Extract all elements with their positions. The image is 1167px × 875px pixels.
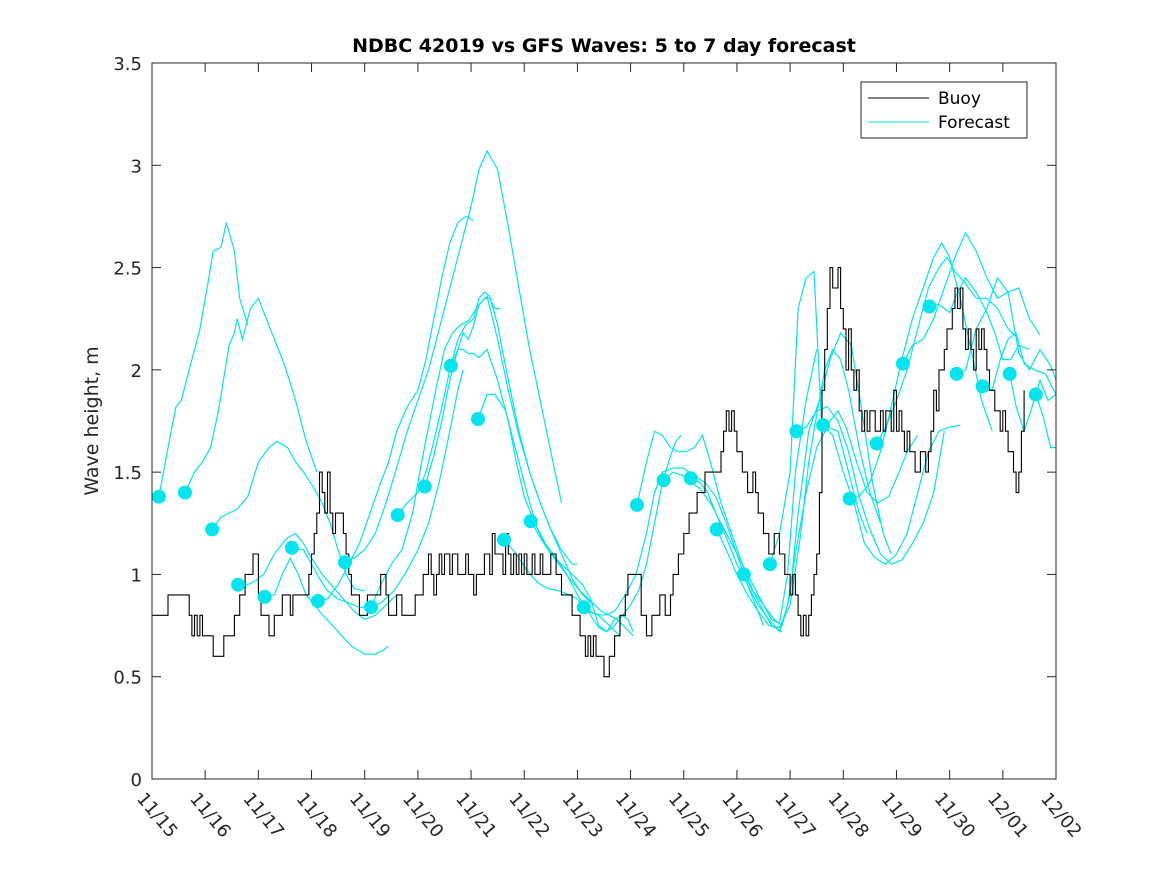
- buoy-line-group: [152, 267, 1025, 678]
- plot-area-frame: [151, 62, 1057, 780]
- forecast-marker: [364, 600, 379, 615]
- forecast-line: [769, 270, 919, 565]
- forecast-marker: [789, 424, 804, 439]
- forecast-marker: [257, 589, 272, 604]
- forecast-marker: [630, 497, 644, 512]
- x-tick-label: 11/29: [877, 789, 926, 842]
- x-tick-label: 11/17: [239, 789, 288, 842]
- x-tick-label: 11/26: [717, 789, 766, 842]
- forecast-marker: [975, 379, 990, 394]
- forecast-line: [238, 532, 398, 621]
- y-tick-label: 0.5: [113, 668, 142, 689]
- forecast-line: [690, 426, 868, 633]
- forecast-line: [211, 440, 365, 592]
- forecast-line: [344, 149, 563, 563]
- y-tick-label: 1.5: [113, 463, 142, 484]
- forecast-line: [477, 393, 634, 637]
- y-tick-label: 1: [131, 565, 142, 586]
- forecast-marker: [922, 299, 937, 314]
- legend: Buoy Forecast: [860, 81, 1028, 139]
- forecast-line: [796, 405, 945, 565]
- x-tick-label: 11/23: [558, 789, 607, 842]
- forecast-line: [822, 424, 961, 565]
- forecast-marker: [736, 567, 751, 582]
- forecast-line: [849, 241, 993, 500]
- forecast-marker: [338, 555, 352, 570]
- x-axis: 11/15 11/16 11/17 11/18 11/19 11/20 11/21 11/22…: [132, 63, 1086, 842]
- forecast-line: [716, 348, 882, 629]
- forecast-line: [158, 222, 249, 497]
- forecast-line: [264, 556, 389, 655]
- forecast-marker: [497, 532, 511, 547]
- x-tick-label: 11/19: [345, 789, 394, 842]
- x-tick-label: 11/24: [611, 789, 660, 842]
- forecast-markers: [152, 299, 1043, 615]
- forecast-marker: [231, 577, 246, 592]
- forecast-marker: [178, 485, 192, 500]
- y-tick-label: 2: [131, 361, 142, 382]
- forecast-marker: [869, 436, 884, 451]
- forecast-marker: [842, 491, 857, 506]
- x-tick-label: 11/28: [823, 789, 872, 842]
- y-tick-label: 0: [131, 770, 142, 791]
- forecast-line: [291, 369, 464, 608]
- forecast-line: [370, 297, 501, 608]
- buoy-line: [152, 267, 1025, 678]
- forecast-marker: [443, 358, 458, 373]
- x-tick-label: 11/16: [185, 789, 234, 842]
- forecast-lines: [158, 149, 1056, 655]
- forecast-marker: [284, 540, 299, 555]
- forecast-line: [929, 276, 1030, 361]
- forecast-marker: [390, 508, 405, 523]
- forecast-marker: [205, 522, 220, 537]
- forecast-marker: [816, 418, 831, 433]
- legend-box: [860, 81, 1028, 139]
- forecast-line: [317, 215, 474, 602]
- forecast-marker: [949, 366, 964, 381]
- chart-title: NDBC 42019 vs GFS Waves: 5 to 7 day fore…: [352, 35, 856, 57]
- forecast-marker: [656, 473, 671, 488]
- forecast-line: [424, 295, 594, 606]
- y-tick-label: 3.5: [113, 54, 142, 75]
- forecast-line: [1009, 373, 1056, 434]
- forecast-line: [397, 291, 578, 565]
- forecast-line: [902, 231, 1041, 364]
- forecast-marker: [471, 412, 485, 426]
- forecast-marker: [417, 479, 432, 494]
- x-tick-label: 11/25: [664, 789, 713, 842]
- forecast-marker: [576, 600, 591, 615]
- x-tick-label: 12/02: [1036, 789, 1085, 842]
- x-tick-label: 12/01: [983, 789, 1032, 842]
- x-tick-label: 11/21: [451, 789, 500, 842]
- forecast-marker: [1002, 366, 1017, 381]
- legend-buoy-label: Buoy: [938, 89, 981, 109]
- forecast-marker: [310, 594, 325, 608]
- y-axis: 0 0.5 1 1.5 2 2.5 3 3.5: [113, 54, 1056, 791]
- forecast-marker: [895, 356, 910, 371]
- forecast-line: [1035, 394, 1056, 449]
- forecast-marker: [762, 557, 777, 572]
- forecast-marker: [152, 489, 166, 504]
- x-tick-label: 11/20: [398, 789, 447, 842]
- x-tick-label: 11/18: [292, 789, 341, 842]
- forecast-line: [876, 256, 1020, 444]
- forecast-line: [982, 331, 1056, 395]
- y-axis-label: Wave height, m: [81, 346, 103, 495]
- forecast-marker: [683, 471, 698, 486]
- forecast-marker: [709, 522, 724, 537]
- y-tick-label: 3: [131, 156, 142, 177]
- legend-forecast-label: Forecast: [938, 113, 1010, 133]
- forecast-marker: [523, 514, 538, 529]
- forecast-line: [636, 430, 783, 633]
- x-tick-label: 11/22: [504, 789, 553, 842]
- x-tick-label: 11/27: [770, 789, 819, 842]
- forecast-line: [184, 297, 318, 493]
- x-tick-label: 11/30: [930, 789, 979, 842]
- forecast-line: [956, 276, 1056, 381]
- forecast-line: [743, 331, 892, 627]
- y-tick-label: 2.5: [113, 259, 142, 280]
- x-tick-label: 11/15: [132, 789, 181, 842]
- forecast-marker: [1028, 387, 1043, 402]
